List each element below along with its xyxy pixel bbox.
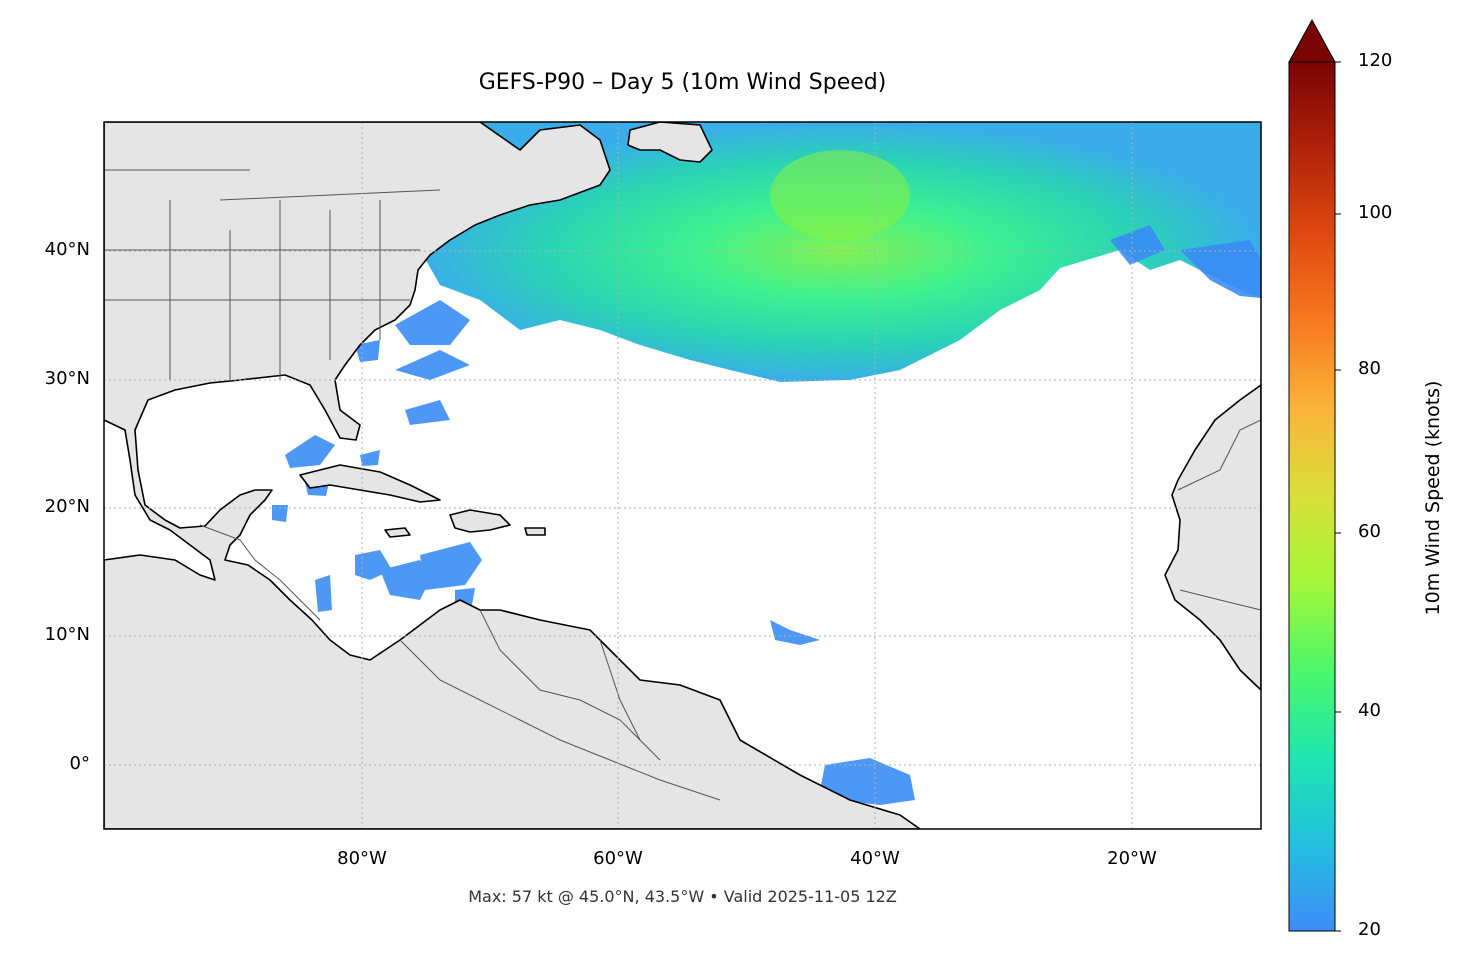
x-tick-label: 80°W <box>337 848 387 869</box>
x-tick-label: 60°W <box>593 848 643 869</box>
y-tick-label: 30°N <box>44 368 90 389</box>
land-jamaica <box>384 527 411 538</box>
colorbar-tick-label: 80 <box>1358 358 1381 379</box>
colorbar-tick-label: 100 <box>1358 202 1393 223</box>
y-tick-label: 20°N <box>44 496 90 517</box>
colorbar-label: 10m Wind Speed (knots) <box>1422 380 1444 616</box>
y-tick-label: 10°N <box>44 624 90 645</box>
map-title: GEFS-P90 – Day 5 (10m Wind Speed) <box>478 70 887 95</box>
land-puerto-rico <box>524 527 546 536</box>
colorbar-gradient <box>1288 61 1336 932</box>
max-wind-footer: Max: 57 kt @ 45.0°N, 43.5°W • Valid 2025… <box>468 887 897 906</box>
map-frame <box>103 121 1262 830</box>
land-africa <box>1164 384 1261 691</box>
x-tick-label: 20°W <box>1107 848 1157 869</box>
colorbar-tick-label: 20 <box>1358 919 1381 940</box>
land-cuba <box>299 464 441 503</box>
colorbar-tick-label: 60 <box>1358 521 1381 542</box>
y-tick-label: 0° <box>69 753 90 774</box>
wind-field-north-atlantic <box>420 122 1261 382</box>
land-newfoundland <box>627 122 713 163</box>
y-tick-label: 40°N <box>44 239 90 260</box>
x-tick-label: 40°W <box>850 848 900 869</box>
land-north-america <box>104 122 921 829</box>
colorbar-extend-arrow <box>1288 18 1336 63</box>
colorbar-tick-label: 40 <box>1358 700 1381 721</box>
colorbar-tick-label: 120 <box>1358 50 1393 71</box>
land-hispaniola <box>449 509 511 533</box>
